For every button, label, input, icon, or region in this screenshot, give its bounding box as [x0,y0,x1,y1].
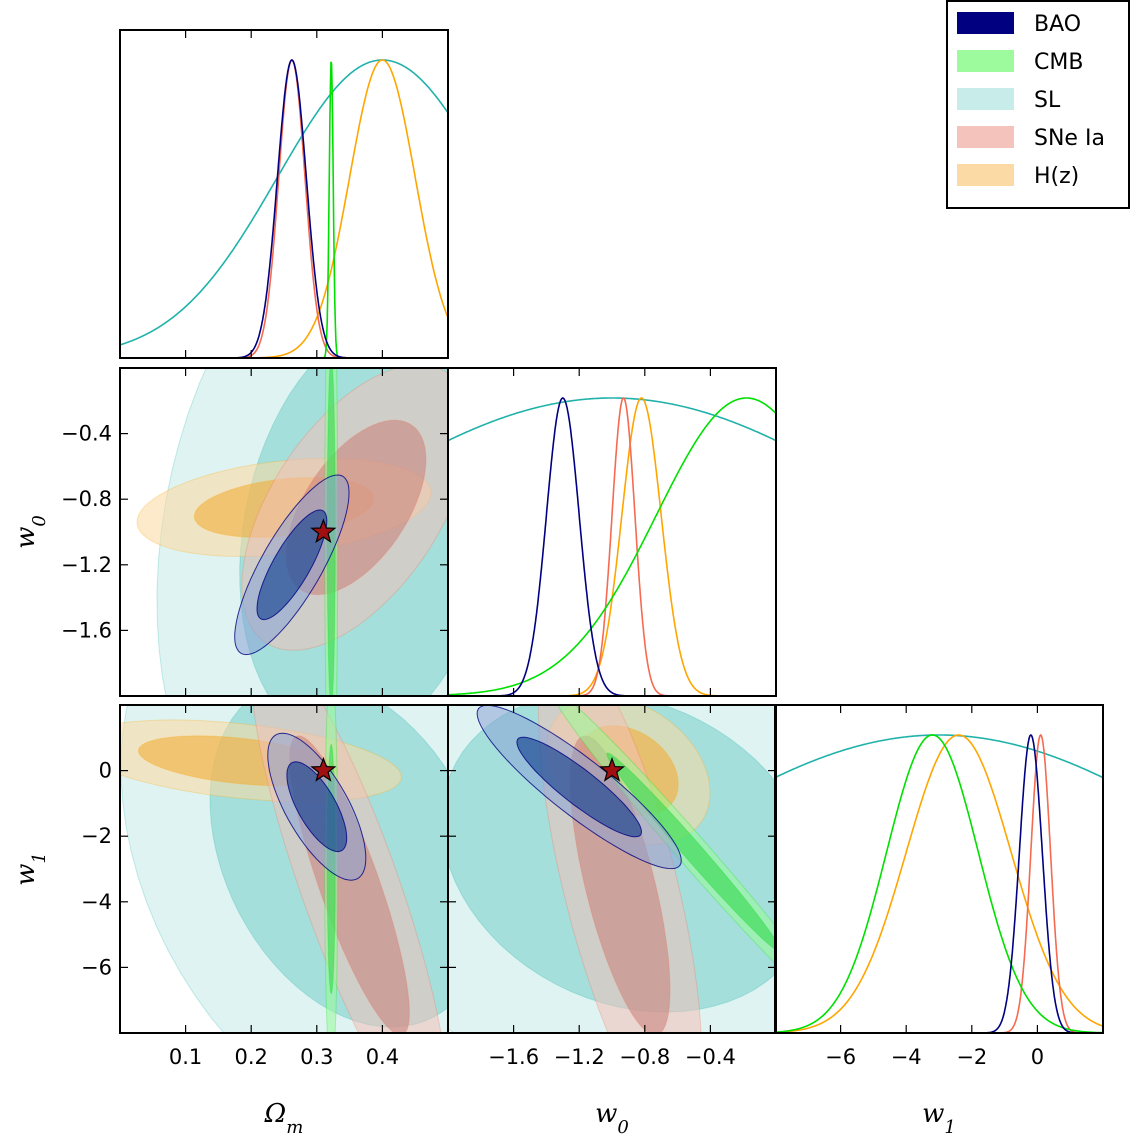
y-tick-label: −6 [81,955,112,979]
legend-label: SNe Ia [1034,126,1105,151]
x-tick-label: −0.8 [619,1045,670,1069]
y-tick-label: 0 [99,759,112,783]
x-tick-label: 0.2 [234,1045,267,1069]
legend-label: BAO [1034,12,1081,37]
x-axis-label-Om: Ωm [264,1099,304,1138]
x-axis-label-w1: w1 [922,1099,956,1138]
x-axis-label-subscript: 0 [617,1117,628,1138]
fiducial-star [598,756,626,782]
contour-bao-1sigma [256,509,328,621]
y-axis-label-subscript: 0 [29,515,50,526]
x-tick-label: 0.3 [300,1045,333,1069]
y-axis-label-w1: w1 [11,852,50,886]
legend: BAO CMB SL SNe Ia H(z) [946,0,1130,209]
marginal-w1 [775,733,1103,1033]
legend-swatch [957,164,1014,186]
panel-frame [447,367,777,697]
x-tick-label: 0.4 [366,1045,399,1069]
marginal-curve-sl [448,397,776,442]
x-tick-label: 0 [1031,1045,1044,1069]
legend-label: SL [1034,88,1061,113]
x-axis-label-w0: w0 [595,1099,629,1138]
legend-swatch [957,88,1014,110]
x-tick-label: −2 [956,1045,987,1069]
marginal-curve-sl [775,734,1103,779]
panel-frame [774,704,1104,1034]
legend-swatch [957,126,1014,148]
panel-w1-vs-Om [120,705,448,1033]
y-axis-label-subscript: 1 [29,852,50,863]
y-tick-label: −2 [81,824,112,848]
x-tick-label: −4 [891,1045,922,1069]
y-tick-label: −4 [81,890,112,914]
contour-bao-1sigma [516,736,643,838]
y-tick-label: −1.6 [61,618,112,642]
x-tick-label: 0.1 [169,1045,202,1069]
marginal-curve-hz [448,397,776,696]
marginal-curve-sneia [448,397,776,696]
x-tick-label: −6 [825,1045,856,1069]
marginal-curve-bao [775,734,1103,1033]
contour-bao-1sigma [286,761,348,853]
marginal-curve-sl [120,59,448,346]
marginal-Om [120,59,448,358]
y-tick-label: −1.2 [61,553,112,577]
y-tick-label: −0.4 [61,422,112,446]
legend-swatch [957,12,1014,34]
marginal-curve-sneia [775,733,1103,1033]
panel-frame [119,29,449,359]
x-tick-label: −0.4 [685,1045,736,1069]
marginal-curve-bao [448,397,776,696]
panel-w0-vs-Om [136,368,448,696]
x-axis-label-subscript: 1 [944,1117,955,1138]
x-axis-label-subscript: m [286,1117,303,1138]
x-tick-label: −1.6 [488,1045,539,1069]
y-axis-label-w0: w0 [11,515,50,549]
fiducial-star [310,518,337,544]
legend-swatch [957,50,1014,72]
marginal-w0 [448,397,776,696]
legend-label: CMB [1034,50,1083,75]
legend-label: H(z) [1034,164,1079,189]
marginal-curve-cmb [448,397,776,696]
x-tick-label: −1.2 [554,1045,605,1069]
marginal-curve-hz [120,59,448,358]
y-tick-label: −0.8 [61,487,112,511]
marginal-curve-hz [775,734,1103,1033]
fiducial-star [310,756,337,782]
marginal-curve-bao [120,59,448,358]
marginal-curve-cmb [775,734,1103,1033]
